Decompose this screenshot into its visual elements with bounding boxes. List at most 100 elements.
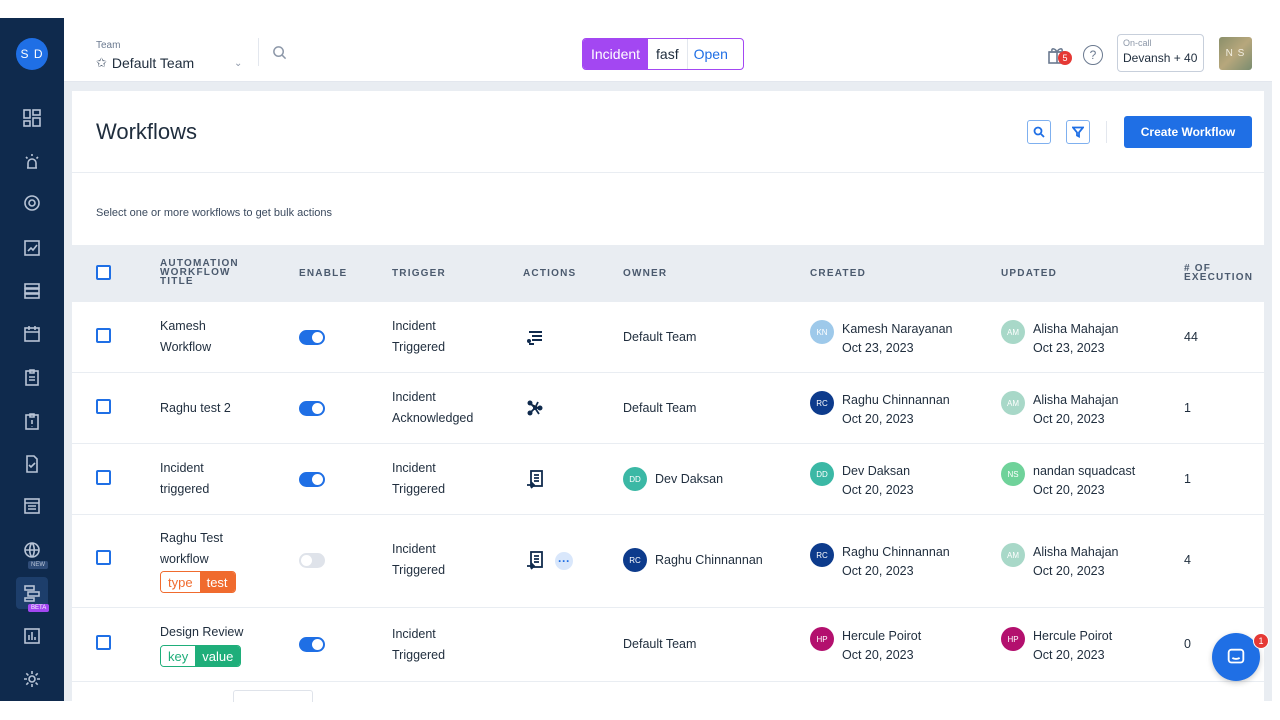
table-row[interactable]: Kamesh Workflow Incident Triggered Default… xyxy=(72,302,1264,373)
filter-icon xyxy=(1072,126,1084,138)
enable-toggle[interactable] xyxy=(299,553,325,568)
workflow-title[interactable]: Kamesh Workflow xyxy=(160,319,212,354)
avatar: RC xyxy=(810,543,834,567)
header-title[interactable]: AUTOMATION WORKFLOW TITLE xyxy=(160,258,239,287)
divider xyxy=(258,38,259,66)
avatar: RC xyxy=(623,548,647,572)
enable-toggle[interactable] xyxy=(299,330,325,345)
avatar: KN xyxy=(810,320,834,344)
globe-icon[interactable] xyxy=(20,538,44,562)
header-executions[interactable]: # OF EXECUTION xyxy=(1184,263,1254,283)
clipboard-alert-icon[interactable] xyxy=(20,409,44,433)
target-icon[interactable] xyxy=(20,191,44,215)
table-row[interactable]: Incident triggered Incident Triggered DD D… xyxy=(72,444,1264,515)
table-row[interactable]: Raghu test 2 Incident Acknowledged Defaul… xyxy=(72,373,1264,444)
workflow-title[interactable]: Incident triggered xyxy=(160,461,210,496)
owner: Default Team xyxy=(623,330,697,344)
enable-toggle[interactable] xyxy=(299,401,325,416)
tag-value: value xyxy=(195,646,241,666)
divider xyxy=(1106,121,1107,143)
table-row[interactable]: Design Review key value Incident Triggere… xyxy=(72,608,1264,682)
row-checkbox[interactable] xyxy=(96,635,111,650)
profile-avatar[interactable]: N S xyxy=(1219,37,1252,70)
chevron-down-icon[interactable]: ⌄ xyxy=(234,58,243,69)
clipboard-icon[interactable] xyxy=(20,365,44,389)
reports-icon[interactable] xyxy=(20,624,44,648)
checklist-icon[interactable] xyxy=(20,452,44,476)
workflow-tag[interactable]: type test xyxy=(160,571,236,593)
owner: DD Dev Daksan xyxy=(623,467,723,491)
dashboard-icon[interactable] xyxy=(20,106,44,130)
analytics-icon[interactable] xyxy=(20,236,44,260)
trigger: Incident Acknowledged xyxy=(392,390,474,425)
avatar: HP xyxy=(1001,627,1025,651)
row-checkbox[interactable] xyxy=(96,328,111,343)
incident-name: fasf xyxy=(648,39,687,69)
header-enable[interactable]: ENABLE xyxy=(299,268,348,279)
filter-button[interactable] xyxy=(1066,120,1090,144)
table-row[interactable]: Raghu Test workflow type test Incident Tri… xyxy=(72,515,1264,608)
updated-by: NS nandan squadcast Oct 20, 2023 xyxy=(1001,462,1135,500)
team-label: Team xyxy=(96,40,121,51)
execution-count: 1 xyxy=(1184,401,1191,415)
avatar: AM xyxy=(1001,391,1025,415)
execution-count: 1 xyxy=(1184,472,1191,486)
workflow-title[interactable]: Design Review xyxy=(160,625,244,639)
execution-count: 4 xyxy=(1184,553,1191,567)
more-actions-button[interactable]: ··· xyxy=(555,552,573,570)
workflow-icon[interactable] xyxy=(16,577,48,609)
search-button[interactable] xyxy=(1027,120,1051,144)
trigger: Incident Triggered xyxy=(392,542,446,577)
trigger: Incident Triggered xyxy=(392,627,446,662)
add-note-action-icon xyxy=(524,468,546,490)
created-by: RC Raghu Chinnannan Oct 20, 2023 xyxy=(810,543,950,581)
header-trigger[interactable]: TRIGGER xyxy=(392,268,446,279)
header-created[interactable]: CREATED xyxy=(810,268,866,279)
user-avatar[interactable]: S D xyxy=(16,38,48,70)
status-page-icon[interactable] xyxy=(20,494,44,518)
header-updated[interactable]: UPDATED xyxy=(1001,268,1057,279)
execution-count: 44 xyxy=(1184,330,1198,344)
team-selector[interactable]: ✩ Default Team xyxy=(96,55,194,71)
select-all-checkbox[interactable] xyxy=(96,265,111,280)
calendar-icon[interactable] xyxy=(20,322,44,346)
pagination-control[interactable] xyxy=(233,690,313,702)
workflow-tag[interactable]: key value xyxy=(160,645,242,667)
chat-unread-badge: 1 xyxy=(1253,633,1269,649)
row-checkbox[interactable] xyxy=(96,399,111,414)
alert-bug-icon[interactable] xyxy=(20,149,44,173)
enable-toggle[interactable] xyxy=(299,637,325,652)
new-badge: NEW xyxy=(28,561,48,569)
avatar: DD xyxy=(810,462,834,486)
row-checkbox[interactable] xyxy=(96,550,111,565)
avatar: DD xyxy=(623,467,647,491)
owner: Default Team xyxy=(623,637,697,651)
settings-icon[interactable] xyxy=(20,667,44,691)
create-workflow-button[interactable]: Create Workflow xyxy=(1124,116,1252,148)
avatar: NS xyxy=(1001,462,1025,486)
created-by: RC Raghu Chinnannan Oct 20, 2023 xyxy=(810,391,950,429)
header-actions[interactable]: ACTIONS xyxy=(523,268,577,279)
services-stack-icon[interactable] xyxy=(20,279,44,303)
enable-toggle[interactable] xyxy=(299,472,325,487)
avatar: RC xyxy=(810,391,834,415)
sidebar: S D NEW BETA xyxy=(0,18,64,701)
top-bar: Team ✩ Default Team ⌄ Incident fasf Open… xyxy=(64,18,1272,82)
oncall-box[interactable]: On-call Devansh + 40 xyxy=(1117,34,1204,72)
app-window: S D NEW BETA Team ✩ Default Team ⌄ Incid… xyxy=(0,18,1272,701)
tag-key: key xyxy=(161,646,196,666)
row-checkbox[interactable] xyxy=(96,470,111,485)
chat-support-button[interactable] xyxy=(1212,633,1260,681)
workflow-title[interactable]: Raghu Test workflow xyxy=(160,531,224,566)
help-icon[interactable]: ? xyxy=(1083,45,1103,65)
bulk-actions-hint: Select one or more workflows to get bulk… xyxy=(96,207,333,219)
workflow-title[interactable]: Raghu test 2 xyxy=(160,401,231,415)
avatar: HP xyxy=(810,627,834,651)
gift-count-badge: 5 xyxy=(1058,51,1072,65)
avatar: AM xyxy=(1001,543,1025,567)
search-icon[interactable] xyxy=(272,45,288,61)
header-owner[interactable]: OWNER xyxy=(623,268,668,279)
incident-status: Open xyxy=(686,39,734,69)
execution-count: 0 xyxy=(1184,637,1191,651)
active-incident-pill[interactable]: Incident fasf Open xyxy=(582,38,744,70)
